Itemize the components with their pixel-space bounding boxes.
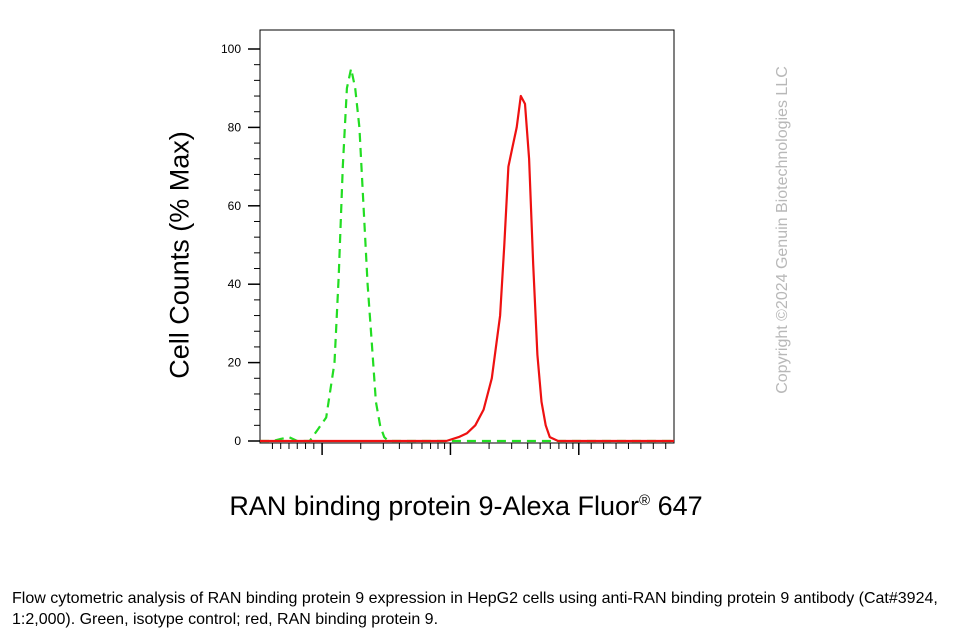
figure-caption: Flow cytometric analysis of RAN binding … [12,590,938,628]
y-tick-label: 60 [228,199,242,213]
series-layer [260,67,674,443]
y-axis-label: Cell Counts (% Max) [164,131,195,379]
y-tick-label: 80 [228,120,242,134]
y-tick-label: 100 [221,42,241,56]
y-tick-label: 20 [228,356,242,370]
plot-frame [259,29,675,444]
histogram-series-red [260,94,674,443]
x-axis-label-text: RAN binding protein 9-Alexa Fluor [229,491,640,521]
y-axis: 0 20 40 60 80 100 [221,42,260,448]
x-axis-label: RAN binding protein 9-Alexa Fluor® 647 [229,491,702,522]
registered-mark: ® [639,492,651,509]
y-tick-label: 40 [228,277,242,291]
x-axis-label-suffix: 647 [650,491,703,521]
copyright-watermark: Copyright ©2024 Genuin Biotechnologies L… [774,66,791,394]
y-tick-label: 0 [234,434,241,448]
histogram-series-green [260,67,674,443]
x-axis [271,443,667,455]
